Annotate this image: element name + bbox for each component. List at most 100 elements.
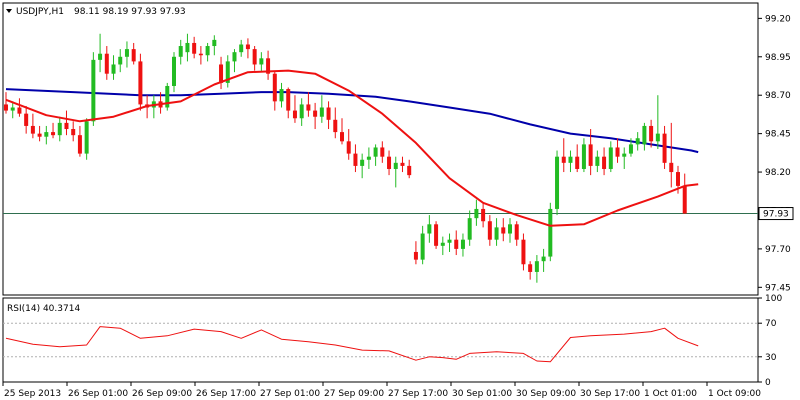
price-tick-label: 97.45: [765, 283, 791, 293]
candle-body: [622, 153, 627, 157]
candle-body: [313, 110, 318, 117]
candle-body: [575, 156, 580, 169]
candle-body: [239, 44, 244, 53]
candle-body: [10, 107, 15, 111]
candle-body: [373, 147, 378, 157]
time-tick-label: 30 Sep 17:00: [580, 389, 640, 399]
candle-body: [353, 153, 358, 166]
candle-body: [252, 49, 257, 65]
candle-body: [568, 156, 573, 163]
time-tick-label: 26 Sep 09:00: [132, 389, 192, 399]
candle-body: [24, 113, 29, 126]
candle-body: [474, 208, 479, 219]
candle-body: [232, 52, 237, 62]
candle-body: [185, 42, 190, 53]
candle-body: [326, 107, 331, 120]
candle-body: [420, 233, 425, 260]
candle-body: [467, 218, 472, 240]
rsi-frame: [2, 297, 759, 383]
candle-body: [662, 133, 667, 163]
candle-body: [212, 39, 217, 47]
candle-body: [501, 227, 506, 234]
candle-body: [340, 132, 344, 142]
candle-body: [77, 135, 82, 154]
candle-body: [447, 239, 452, 243]
rsi-tick-label: 30: [765, 353, 777, 363]
rsi-tick-label: 70: [765, 319, 777, 329]
candle-body: [400, 162, 405, 166]
candle-body: [299, 104, 304, 119]
candle-body: [118, 56, 123, 65]
candle-body: [655, 133, 660, 142]
dropdown-arrow-icon[interactable]: [6, 9, 12, 13]
candle-body: [219, 64, 224, 83]
candle-body: [669, 162, 674, 173]
candle-body: [628, 144, 633, 154]
candle-body: [306, 104, 311, 111]
candle-body: [333, 119, 338, 133]
time-tick-label: 26 Sep 01:00: [68, 389, 128, 399]
candle-body: [225, 61, 230, 83]
time-tick-label: 30 Sep 09:00: [516, 389, 576, 399]
candle-body: [427, 224, 432, 234]
candle-body: [682, 185, 687, 214]
candle-body: [508, 224, 512, 234]
candle-body: [178, 46, 183, 57]
candle-body: [17, 107, 22, 114]
ohlc-label: 98.11 98.19 97.93 97.93: [74, 7, 186, 17]
candle-body: [534, 261, 539, 272]
candle-body: [494, 227, 499, 240]
candle-body: [521, 239, 526, 265]
time-tick-label: 27 Sep 01:00: [260, 389, 320, 399]
candle-body: [111, 64, 116, 74]
candle-body: [588, 144, 593, 166]
candle-body: [393, 162, 398, 169]
candle-body: [131, 49, 136, 62]
candle-body: [454, 239, 459, 249]
candle-body: [413, 251, 418, 260]
symbol-label: USDJPY,H1: [16, 7, 64, 17]
candle-body: [407, 165, 412, 176]
candle-body: [138, 61, 143, 105]
candle-body: [44, 132, 49, 137]
rsi-level-lines: [3, 322, 758, 358]
time-tick-label: 26 Sep 17:00: [196, 389, 256, 399]
price-tick-label: 97.70: [765, 245, 791, 255]
candle-body: [528, 264, 533, 272]
rsi-line: [5, 326, 699, 363]
candle-body: [602, 156, 607, 169]
candle-body: [104, 53, 109, 74]
candle-body: [514, 224, 519, 240]
candle-body: [346, 141, 351, 154]
candle-body: [581, 144, 586, 169]
candle-body: [481, 208, 486, 222]
rsi-label: RSI(14) 40.3714: [7, 304, 80, 314]
candle-body: [165, 85, 170, 108]
price-tick-label: 98.20: [765, 168, 791, 178]
price-tag: [758, 207, 794, 221]
candle-body: [615, 147, 620, 157]
candle-body: [649, 125, 654, 142]
candle-body: [595, 156, 600, 166]
rsi-axis: 100 70 30 0: [758, 294, 782, 388]
time-tick-label: 30 Sep 01:00: [452, 389, 512, 399]
candle-body: [57, 122, 62, 136]
candle-body: [266, 58, 271, 74]
candle-body: [4, 104, 8, 111]
price-tag-text: 97.93: [763, 210, 789, 220]
time-tick-label: 1 Oct 01:00: [644, 389, 697, 399]
candle-body: [642, 125, 647, 145]
candle-body: [98, 53, 103, 60]
candle-body: [460, 239, 465, 249]
rsi-tick-label: 0: [765, 378, 771, 388]
candle-body: [286, 89, 291, 111]
candle-body: [172, 56, 176, 86]
price-tick-label: 98.70: [765, 91, 791, 101]
candle-body: [91, 59, 96, 122]
time-tick-label: 27 Sep 17:00: [388, 389, 448, 399]
candle-body: [84, 121, 89, 154]
rsi-series: [5, 326, 699, 363]
candle-body: [676, 172, 680, 186]
candle-body: [279, 89, 284, 102]
